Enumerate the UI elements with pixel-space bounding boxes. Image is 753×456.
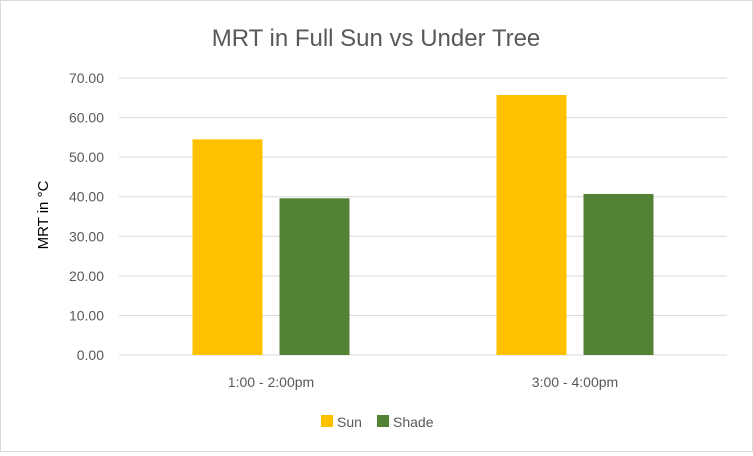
y-tick-label: 30.00 (69, 228, 104, 244)
y-tick-label: 40.00 (69, 189, 104, 205)
chart-title: MRT in Full Sun vs Under Tree (212, 25, 541, 52)
y-tick-label: 20.00 (69, 268, 104, 284)
y-tick-label: 60.00 (69, 110, 104, 126)
x-tick-label: 3:00 - 4:00pm (532, 374, 618, 390)
legend: Sun Shade (321, 414, 434, 430)
bar-shade-1 (279, 198, 350, 355)
bar-sun-1 (192, 139, 263, 355)
bars (192, 95, 654, 355)
legend-swatch-shade (377, 415, 389, 427)
bar-sun-2 (496, 95, 567, 355)
x-tick-label: 1:00 - 2:00pm (228, 374, 314, 390)
y-tick-label: 70.00 (69, 70, 104, 86)
y-tick-label: 50.00 (69, 149, 104, 165)
y-axis-ticks: 0.00 10.00 20.00 30.00 40.00 50.00 60.00 70.00 (69, 70, 104, 363)
y-tick-label: 0.00 (77, 347, 104, 363)
y-axis-label: MRT in °C (35, 180, 52, 249)
legend-label-sun: Sun (337, 414, 362, 430)
y-tick-label: 10.00 (69, 307, 104, 323)
x-axis-ticks: 1:00 - 2:00pm 3:00 - 4:00pm (228, 374, 618, 390)
bar-shade-2 (583, 193, 654, 355)
legend-swatch-sun (321, 415, 333, 427)
legend-label-shade: Shade (393, 414, 434, 430)
